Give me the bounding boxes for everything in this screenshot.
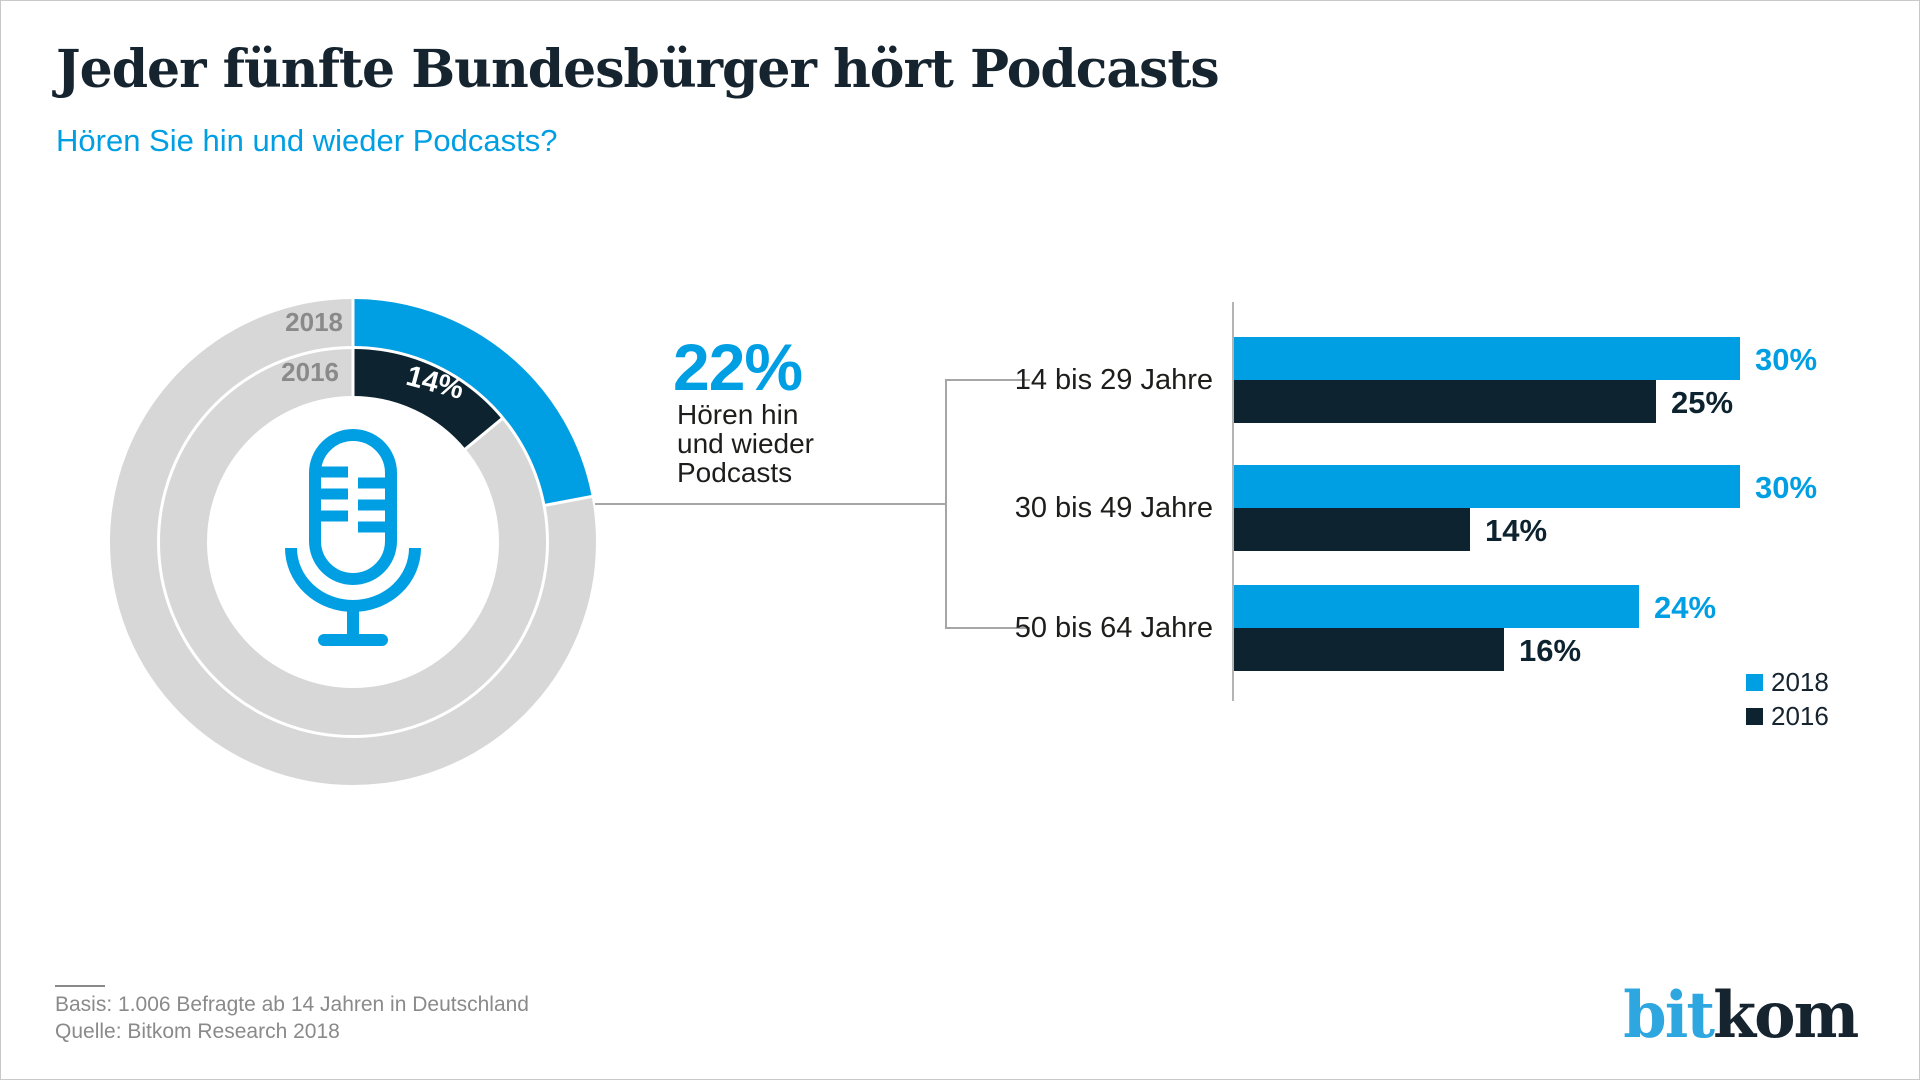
callout-line-2: und wieder — [677, 428, 814, 459]
page-title: Jeder fünfte Bundesbürger hört Podcasts — [56, 39, 1220, 100]
ring-label-2016: 2016 — [281, 357, 339, 387]
logo-part-kom: kom — [1712, 978, 1859, 1053]
bar-value-label: 16% — [1519, 633, 1582, 668]
ring-divider — [543, 494, 594, 508]
footer-source: Quelle: Bitkom Research 2018 — [55, 1020, 340, 1043]
legend-item-2016: 2016 — [1746, 699, 1829, 733]
footer-divider — [55, 985, 105, 987]
legend-swatch-2016 — [1746, 707, 1763, 725]
legend-label-2018: 2018 — [1771, 666, 1829, 697]
logo-part-bit: bit — [1622, 978, 1715, 1053]
bar-2016 — [1234, 380, 1656, 423]
bar-2018 — [1234, 585, 1639, 628]
bitkom-logo: bitkom — [1622, 978, 1859, 1053]
ring-label-2018: 2018 — [285, 307, 343, 337]
bar-value-label: 30% — [1755, 342, 1818, 377]
bracket-stub-bottom — [945, 627, 1030, 629]
ring-segment-dividers — [351, 297, 594, 508]
callout-line-3: Podcasts — [677, 457, 793, 488]
legend-item-2018: 2018 — [1746, 665, 1829, 699]
footer-basis: Basis: 1.006 Befragte ab 14 Jahren in De… — [55, 993, 529, 1016]
ring-divider — [463, 416, 505, 452]
bar-value-label: 30% — [1755, 470, 1818, 505]
donut-chart — [110, 297, 596, 785]
connector-line-donut — [595, 503, 946, 505]
donut-rings — [110, 297, 596, 785]
legend-label-2016: 2016 — [1771, 700, 1829, 731]
age-group-label: 50 bis 64 Jahre — [1014, 612, 1213, 644]
bracket-vertical-line — [945, 379, 947, 629]
bar-chart-axis — [1232, 302, 1234, 701]
ring-2016-value-arc — [352, 349, 502, 450]
bar-value-label: 14% — [1485, 513, 1548, 548]
ring-2018-value-arc — [352, 299, 592, 506]
age-group-label: 30 bis 49 Jahre — [1014, 492, 1213, 524]
age-group-label: 14 bis 29 Jahre — [1014, 364, 1213, 396]
bar-2018 — [1234, 465, 1740, 508]
callout-description: Hören hin und wieder Podcasts — [677, 400, 814, 487]
bar-2016 — [1234, 628, 1504, 671]
bracket-stub-top — [945, 379, 1030, 381]
callout-line-1: Hören hin — [677, 399, 799, 430]
callout-value: 22% — [673, 330, 803, 404]
legend-swatch-2018 — [1746, 673, 1763, 691]
microphone-icon — [285, 429, 421, 646]
page-subtitle: Hören Sie hin und wieder Podcasts? — [56, 123, 558, 158]
bar-value-label: 24% — [1654, 590, 1717, 625]
bar-value-label: 25% — [1671, 385, 1734, 420]
bar-2016 — [1234, 508, 1470, 551]
bar-2018 — [1234, 337, 1740, 380]
bar-chart-legend: 2018 2016 — [1746, 665, 1829, 733]
